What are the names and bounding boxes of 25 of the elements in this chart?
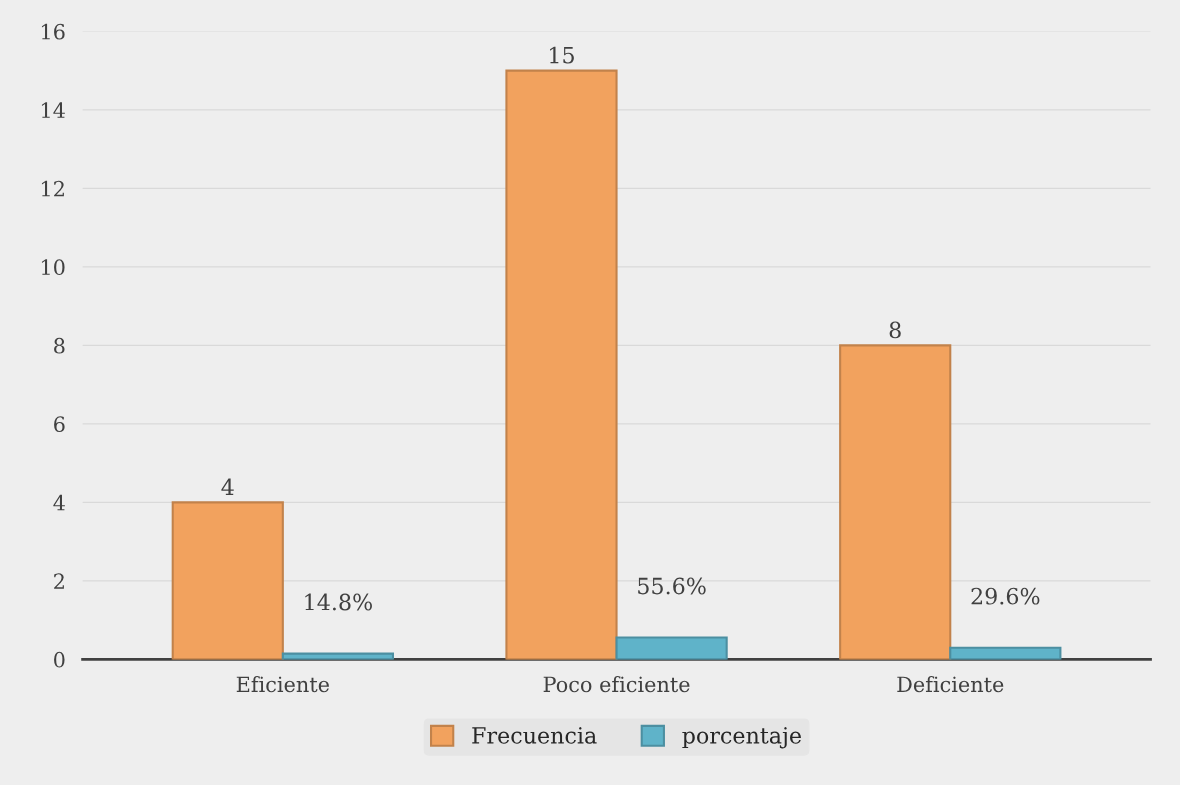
bar [615,636,728,660]
data-label: 4 [221,478,234,495]
y-tick-label: 12 [41,180,64,197]
y-tick-label: 16 [41,23,65,40]
y-tick-label: 2 [54,573,64,589]
data-label: 8 [889,321,901,339]
y-tick-label: 10 [41,259,65,276]
legend-label: Frecuencia [472,727,597,744]
bar [949,646,1062,660]
y-tick-label: 6 [54,416,65,433]
data-label: 29.6% [971,587,1040,605]
y-tick-label: 0 [54,651,65,668]
data-label: 55.6% [638,577,706,595]
x-tick-label: Eficiente [236,676,329,693]
data-label: 14.8% [305,593,372,611]
y-tick-label: 14 [41,102,65,118]
data-label: 15 [550,46,574,64]
y-tick-label: 4 [53,494,65,511]
x-tick-label: Poco eficiente [543,676,690,693]
legend-label: porcentaje [682,727,801,749]
y-tick-label: 8 [54,337,65,354]
x-tick-label: Deficiente [897,676,1004,693]
bar [171,501,284,660]
bar [839,344,952,660]
bar [505,69,618,660]
